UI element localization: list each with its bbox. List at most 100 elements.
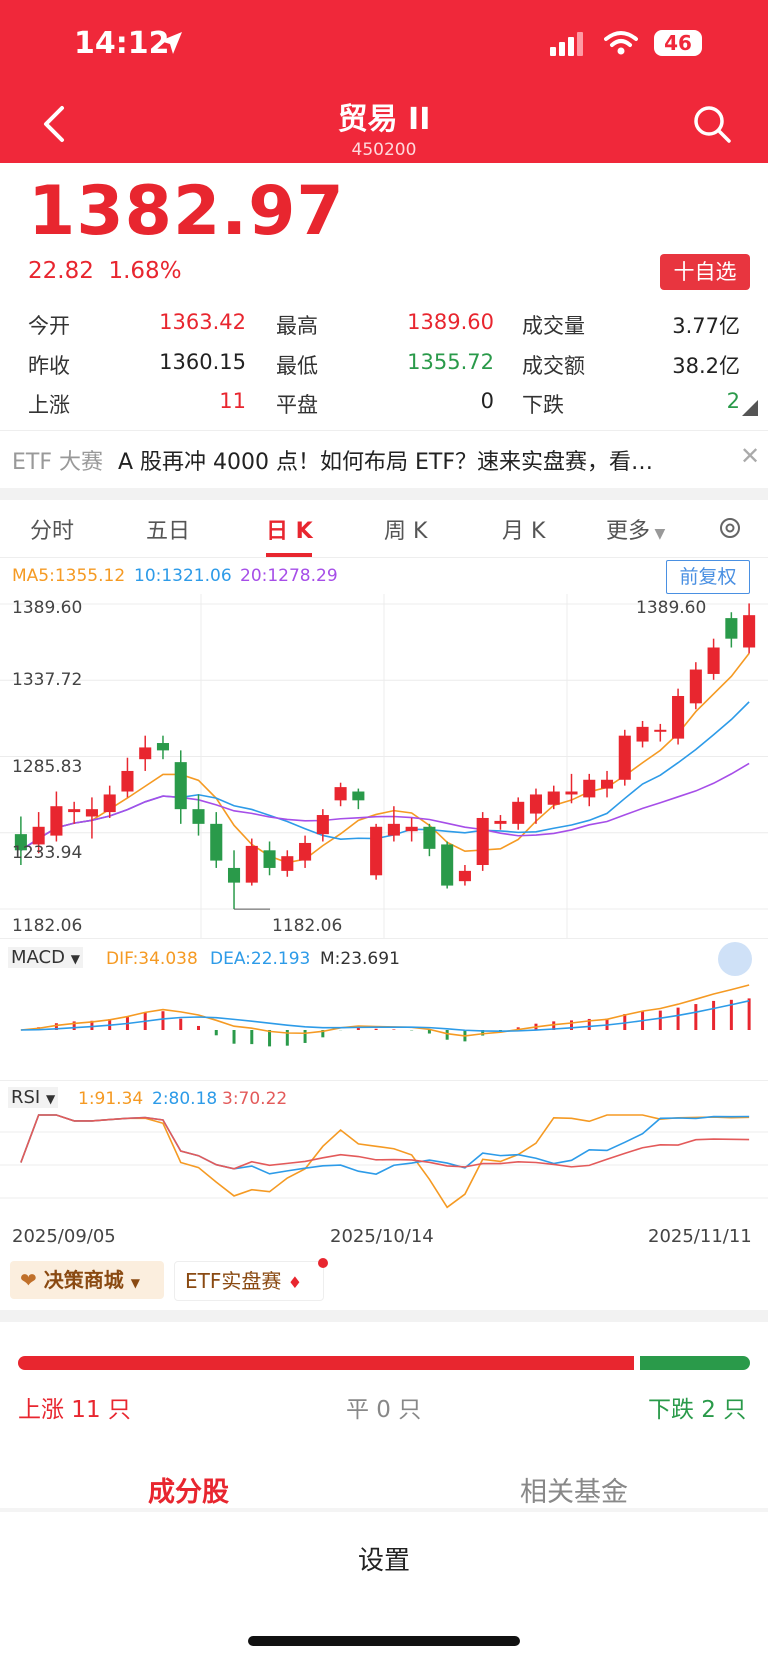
active-tab-indicator <box>266 553 312 557</box>
volume-label: 成交量 <box>522 314 585 338</box>
candle-body <box>618 735 631 780</box>
rsi-2: 2:80.18 <box>152 1089 218 1109</box>
candle-body <box>121 770 134 792</box>
candle-body <box>707 647 720 674</box>
ma10-legend: 10:1321.06 <box>134 566 232 586</box>
candle-body <box>32 826 45 845</box>
breadth-bar <box>18 1356 750 1370</box>
up-label: 上涨 <box>28 393 70 417</box>
candle-body <box>156 743 170 751</box>
axis-label-2: 1337.72 <box>12 670 83 690</box>
tab-five-day[interactable]: 五日 <box>146 519 191 544</box>
candle-body <box>174 762 187 810</box>
candle-body <box>210 823 223 861</box>
breadth-up-segment <box>18 1356 635 1370</box>
flat-value: 0 <box>480 389 494 413</box>
candle-body <box>547 791 560 805</box>
expand-corner-icon[interactable] <box>742 400 758 420</box>
candle-body <box>405 826 418 832</box>
axis-bottom-label: 1182.06 <box>12 916 83 936</box>
date-start: 2025/09/05 <box>12 1226 116 1247</box>
rsi-3: 3:70.22 <box>222 1089 288 1109</box>
battery-icon: 46 <box>654 30 702 56</box>
up-value: 11 <box>219 389 246 413</box>
tab-daily-k[interactable]: 日 K <box>266 519 313 544</box>
axis-label-3: 1285.83 <box>12 757 83 777</box>
macd-chart <box>20 984 751 1047</box>
notification-dot <box>318 1258 328 1268</box>
candle-body <box>370 826 383 876</box>
fire-icon: ♦ <box>287 1273 303 1292</box>
home-indicator <box>248 1636 520 1646</box>
etf-contest-button[interactable]: ETF实盘赛 ♦ <box>174 1261 324 1301</box>
back-icon[interactable] <box>40 104 68 148</box>
signal-icon <box>550 30 586 60</box>
macd-selector[interactable]: MACD ▼ <box>8 947 83 968</box>
candle-body <box>600 779 614 789</box>
breadth-flat-text: 平 0 只 <box>346 1397 422 1423</box>
close-icon[interactable]: ✕ <box>740 442 761 470</box>
candle-body <box>494 820 507 824</box>
amount-label: 成交额 <box>522 354 585 378</box>
settings-gear-icon[interactable] <box>718 516 742 544</box>
tab-intraday[interactable]: 分时 <box>30 519 75 544</box>
tab-more[interactable]: 更多 ▼ <box>606 513 665 545</box>
amount-value: 38.2亿 <box>672 354 740 378</box>
candle-body <box>245 845 258 883</box>
candle-body <box>263 850 276 868</box>
refresh-icon[interactable] <box>718 942 752 976</box>
banner-text[interactable]: A 股再冲 4000 点！如何布局 ETF？速来实盘赛，看… <box>118 450 654 475</box>
search-icon[interactable] <box>692 104 732 148</box>
candle-body <box>636 726 649 742</box>
candle-body <box>387 823 400 836</box>
tab-constituents[interactable]: 成分股 <box>148 1477 229 1508</box>
tab-weekly-k[interactable]: 周 K <box>384 519 428 544</box>
candle-body <box>334 787 347 801</box>
macd-dea: DEA:22.193 <box>210 949 311 969</box>
wifi-icon <box>604 30 638 60</box>
candle-body <box>512 801 525 824</box>
adjust-mode-button[interactable]: 前复权 <box>666 560 750 594</box>
decision-store-button[interactable]: ❤ 决策商城 ▼ <box>10 1261 164 1299</box>
volume-value: 3.77亿 <box>672 314 740 338</box>
candle-body <box>689 669 702 704</box>
ma5-line <box>20 652 750 864</box>
rsi1-line <box>20 1114 750 1209</box>
down-value: 2 <box>726 389 740 413</box>
axis-label-4: 1233.94 <box>12 843 83 863</box>
candlestick-chart[interactable] <box>0 594 768 939</box>
candle-body <box>441 844 454 886</box>
candle-body <box>227 867 241 883</box>
candle-body <box>85 809 98 817</box>
current-price: 1382.97 <box>28 172 345 251</box>
candle-body <box>565 791 578 795</box>
settings-button[interactable]: 设置 <box>357 1546 410 1576</box>
chevron-down-icon: ▼ <box>650 526 666 542</box>
macd-label: MACD <box>11 947 65 968</box>
candle-body <box>316 815 329 835</box>
candle-body <box>423 826 436 849</box>
dea-line <box>20 1000 750 1033</box>
tab-related-funds[interactable]: 相关基金 <box>520 1477 628 1508</box>
tab-monthly-k[interactable]: 月 K <box>502 519 546 544</box>
open-value: 1363.42 <box>159 310 246 334</box>
breadth-up-text: 上涨 11 只 <box>18 1397 131 1423</box>
open-label: 今开 <box>28 314 70 338</box>
low-label: 最低 <box>276 354 318 378</box>
candle-body <box>14 834 27 851</box>
candle-body <box>458 870 471 882</box>
ma20-line <box>20 762 750 851</box>
down-label: 下跌 <box>522 393 564 417</box>
candle-body <box>281 856 294 871</box>
prev-close-value: 1360.15 <box>159 350 246 374</box>
candle-body <box>654 729 667 732</box>
add-watchlist-button[interactable]: 十自选 <box>660 254 750 290</box>
candle-body <box>192 809 205 824</box>
flat-label: 平盘 <box>276 393 318 417</box>
dif-line <box>20 984 750 1037</box>
page-title: 贸易 II <box>337 102 431 137</box>
stock-code: 450200 <box>351 140 417 160</box>
candle-body <box>476 817 489 866</box>
diamond-icon: ❤ <box>20 1268 37 1292</box>
rsi-selector[interactable]: RSI ▼ <box>8 1087 59 1108</box>
